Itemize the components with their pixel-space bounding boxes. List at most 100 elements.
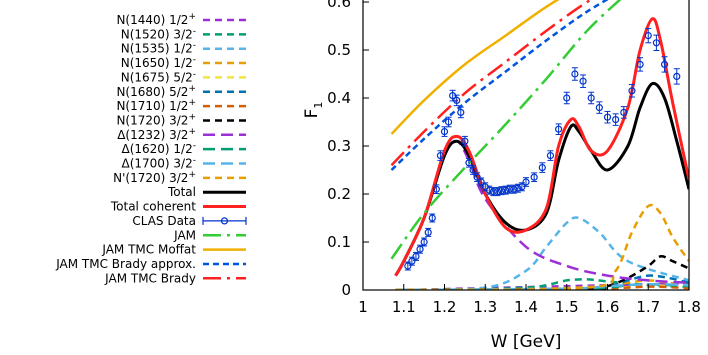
clas-data-point <box>510 184 518 194</box>
legend-entry: N(1440) 1/2+ <box>116 12 246 27</box>
clas-data-point <box>587 91 595 105</box>
legend-entry: N(1520) 3/2- <box>121 26 246 41</box>
clas-data-points <box>404 27 681 271</box>
legend-entry: N'(1720) 3/2+ <box>113 170 246 185</box>
y-tick-label: 0 <box>341 281 351 299</box>
legend-label: N(1720) 3/2+ <box>116 112 196 127</box>
legend-label: JAM TMC Brady <box>104 271 196 285</box>
y-axis-label-main: F1 <box>302 102 325 119</box>
series-line-jam-tmc-brady-approx <box>390 0 609 171</box>
clas-data-point <box>432 184 440 195</box>
y-tick-label: 0.4 <box>327 89 351 107</box>
clas-data-point <box>522 177 530 187</box>
legend-entry: Total <box>167 185 246 199</box>
x-tick-label: 1.4 <box>514 298 538 316</box>
legend-label: N(1440) 1/2+ <box>116 12 196 27</box>
legend-entry: Δ(1232) 3/2+ <box>117 127 246 142</box>
legend-label: N(1710) 1/2+ <box>116 98 196 113</box>
clas-data-point <box>620 106 628 119</box>
legend-entry: CLAS Data <box>132 214 247 228</box>
clas-data-point <box>436 150 445 161</box>
clas-data-point <box>453 94 461 107</box>
y-axis-ticks: 0 0.1 0.2 0.3 0.4 0.5 0.6 <box>327 0 369 299</box>
clas-data-point <box>628 84 636 98</box>
legend-label: Total <box>167 185 196 199</box>
x-tick-label: 1.1 <box>392 298 416 316</box>
x-tick-label: 1.8 <box>677 298 701 316</box>
clas-data-point <box>493 187 502 197</box>
x-axis-ticks: 1 1.1 1.2 1.3 1.4 1.5 1.6 1.7 1.8 <box>358 284 701 316</box>
series-line-n-1720-3-2 <box>395 203 689 290</box>
legend-entry: JAM <box>173 228 246 242</box>
clas-data-point <box>612 113 620 126</box>
clas-data-point <box>514 183 522 193</box>
clas-data-point <box>660 56 669 73</box>
y-axis-label: F1 <box>302 102 325 119</box>
clas-data-point <box>538 162 546 173</box>
clas-data-point <box>546 150 555 161</box>
plot-curves <box>390 0 689 290</box>
legend-entry: N(1680) 5/2+ <box>116 84 246 99</box>
clas-data-point <box>554 123 563 135</box>
legend-label: JAM TMC Brady approx. <box>55 257 196 271</box>
clas-data-point <box>420 237 428 247</box>
legend-label: N(1680) 5/2+ <box>116 84 196 99</box>
clas-data-point <box>506 184 514 194</box>
legend-label: JAM TMC Moffat <box>101 243 196 257</box>
clas-data-point <box>644 27 652 44</box>
legend-label: N(1520) 3/2- <box>121 26 196 41</box>
clas-data-point <box>469 165 477 175</box>
x-tick-label: 1.2 <box>433 298 457 316</box>
legend-label: N'(1720) 3/2+ <box>113 170 196 185</box>
x-axis-label: W [GeV] <box>491 332 562 352</box>
x-tick-label: 1.6 <box>596 298 620 316</box>
legend-label: JAM <box>173 228 196 242</box>
legend-label: N(1535) 1/2- <box>121 41 196 56</box>
legend-entry: N(1710) 1/2+ <box>116 98 246 113</box>
clas-data-point <box>489 187 497 197</box>
clas-data-point <box>444 116 453 128</box>
series-line-total-coherent <box>394 17 689 277</box>
legend-label: Δ(1232) 3/2+ <box>117 127 196 142</box>
legend-label: N(1650) 1/2- <box>121 55 196 70</box>
clas-data-point <box>428 213 436 223</box>
series-line-n-1520-3-2 <box>395 278 689 290</box>
legend-entry: Total coherent <box>110 200 246 214</box>
x-tick-label: 1.5 <box>555 298 579 316</box>
series-line-n-1535-1-2 <box>395 216 689 290</box>
clas-data-point <box>477 177 485 187</box>
legend-entry: Δ(1700) 3/2- <box>122 156 246 171</box>
clas-data-point <box>563 91 571 105</box>
clas-data-point <box>579 74 587 88</box>
legend-entry: JAM TMC Brady approx. <box>55 257 246 271</box>
legend-label: Δ(1700) 3/2- <box>122 156 197 171</box>
clas-data-point <box>412 251 420 261</box>
clas-data-point <box>440 126 449 137</box>
y-tick-label: 0.5 <box>327 41 351 59</box>
clas-data-point <box>603 110 612 124</box>
x-tick-label: 1.3 <box>473 298 497 316</box>
legend-entry: Δ(1620) 1/2- <box>122 141 246 156</box>
clas-data-point <box>652 34 661 51</box>
legend-entry: N(1535) 1/2- <box>121 41 246 56</box>
clas-data-point <box>424 227 432 237</box>
y-axis-label-subscript: 1 <box>312 102 325 109</box>
legend-entry: N(1720) 3/2+ <box>116 112 246 127</box>
clas-data-point <box>404 261 412 271</box>
y-tick-label: 0.2 <box>327 185 351 203</box>
series-line-jam-tmc-brady <box>390 0 593 167</box>
clas-data-point <box>485 185 493 195</box>
legend: N(1440) 1/2+N(1520) 3/2-N(1535) 1/2-N(16… <box>55 12 247 285</box>
clas-data-point <box>408 256 416 266</box>
legend-entry: N(1650) 1/2- <box>121 55 246 70</box>
clas-data-point <box>571 67 579 81</box>
y-tick-label: 0.1 <box>327 233 351 251</box>
clas-data-point <box>595 101 603 114</box>
legend-label: Total coherent <box>110 200 196 214</box>
clas-data-point <box>502 185 510 195</box>
clas-data-point <box>461 135 469 147</box>
clas-data-point <box>473 172 481 183</box>
clas-data-point <box>636 57 644 72</box>
legend-label: Δ(1620) 1/2- <box>122 141 197 156</box>
